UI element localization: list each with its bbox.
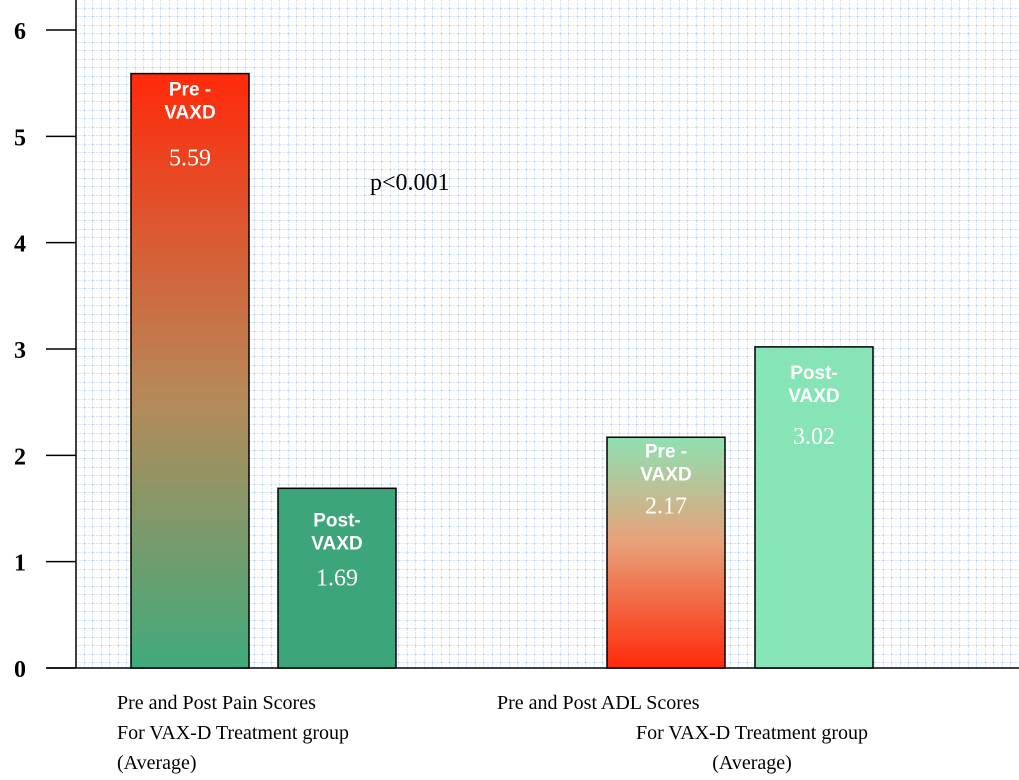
category-label: (Average) — [712, 752, 792, 774]
bar-value-label: 2.17 — [645, 493, 687, 519]
category-labels: Pre and Post Pain Scores For VAX-D Treatm… — [117, 692, 868, 774]
y-tick-label: 1 — [14, 551, 26, 577]
bar-value-label: 1.69 — [316, 565, 358, 591]
y-ticks: 0 1 2 3 4 5 6 — [14, 19, 76, 683]
category-label: Pre and Post ADL Scores — [497, 692, 700, 714]
bar-name-label: Pre - — [169, 80, 211, 101]
y-tick-label: 0 — [14, 657, 26, 683]
bar-name-label: VAXD — [164, 103, 215, 124]
p-value-annotation: p<0.001 — [370, 170, 450, 196]
bar-name-label: VAXD — [640, 464, 691, 485]
bar-name-label: Post- — [790, 363, 838, 384]
bar-1-1 — [130, 72, 250, 669]
bar-value-label: 3.02 — [793, 424, 835, 450]
category-label: For VAX-D Treatment group — [117, 722, 349, 744]
bar-name-label: Pre - — [645, 441, 687, 462]
bar-value-label: 5.59 — [169, 146, 211, 172]
bar-name-label: Post- — [313, 510, 361, 531]
category-label: Pre and Post Pain Scores — [117, 692, 316, 714]
bar-2-1 — [606, 436, 726, 669]
y-tick-label: 2 — [14, 444, 26, 470]
bar-1-2 — [277, 487, 397, 669]
y-tick-label: 4 — [14, 232, 26, 258]
y-tick-label: 6 — [14, 19, 26, 45]
bar-name-label: VAXD — [788, 386, 839, 407]
y-tick-label: 5 — [14, 125, 26, 151]
bar-2-2 — [754, 346, 874, 669]
category-label: (Average) — [117, 752, 197, 774]
category-label: For VAX-D Treatment group — [636, 722, 868, 744]
bar-name-label: VAXD — [311, 533, 362, 554]
y-tick-label: 3 — [14, 338, 26, 364]
